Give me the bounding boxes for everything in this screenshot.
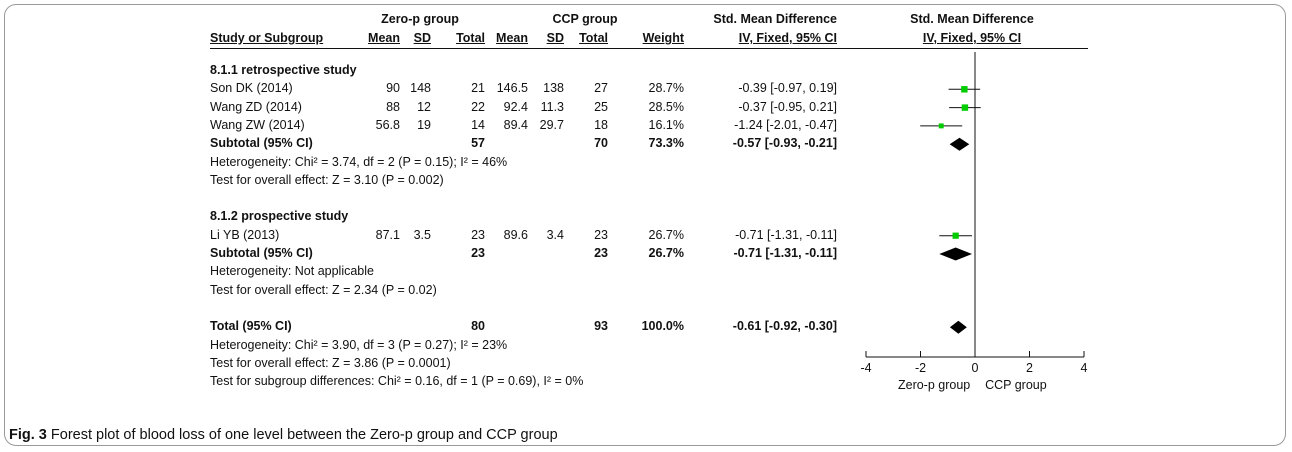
subtotal-diamond [949,137,970,151]
group-label: 8.1.2 prospective study [210,209,349,224]
cell-ci: -1.24 [-2.01, -0.47] [734,117,837,132]
caption-text: Forest plot of blood loss of one level b… [46,427,558,443]
cell-n2: 27 [594,81,608,96]
group1-header: Zero-p group [381,12,459,26]
caption-label: Fig. 3 [9,427,47,443]
cell-sd1: 3.5 [413,227,431,242]
subtotal-label: Subtotal (95% CI) [210,136,313,151]
study-square [938,123,944,129]
cell-n2: 18 [594,117,608,132]
effect-header: Std. Mean Difference [713,12,837,26]
cell-n1: 57 [471,136,485,151]
ci-header: IV, Fixed, 95% CI [738,31,837,45]
cell-ci: -0.61 [-0.92, -0.30] [732,319,837,334]
cell-ci: -0.39 [-0.97, 0.19] [738,81,837,96]
group-label: 8.1.1 retrospective study [210,63,357,77]
cell-weight: 28.5% [648,99,684,114]
cell-n1: 23 [471,227,485,242]
cell-weight: 73.3% [648,136,684,151]
cell-sd1: 148 [410,81,431,96]
note-label: Test for overall effect: Z = 3.86 (P = 0… [210,355,451,370]
cell-m2: 89.4 [503,117,528,132]
cell-n2: 70 [594,136,608,151]
mean2-header: Mean [496,31,528,45]
cell-m2: 92.4 [503,99,528,114]
total2-header: Total [579,31,608,45]
note-label: Heterogeneity: Chi² = 3.90, df = 3 (P = … [210,337,508,352]
cell-n1: 80 [471,319,485,334]
cell-weight: 26.7% [648,246,684,260]
study-square [961,86,968,93]
cell-m1: 56.8 [375,117,400,132]
note-label: Test for overall effect: Z = 2.34 (P = 0… [210,282,437,297]
cell-n1: 21 [471,81,485,96]
cell-weight: 28.7% [648,81,684,96]
cell-weight: 100.0% [641,319,684,334]
sd1-header: SD [413,31,431,45]
x-tick-label: -2 [915,361,926,375]
cell-n2: 23 [594,246,608,260]
figure-caption: Fig. 3 Forest plot of blood loss of one … [9,427,558,443]
sd2-header: SD [546,31,564,45]
mean1-header: Mean [368,31,400,45]
cell-n2: 23 [594,227,608,242]
figure-frame [4,4,1286,446]
note-label: Test for subgroup differences: Chi² = 0.… [210,374,584,389]
cell-ci: -0.37 [-0.95, 0.21] [738,99,837,114]
cell-n2: 93 [594,319,608,334]
x-tick-label: 2 [1026,361,1033,375]
note-label: Test for overall effect: Z = 3.10 (P = 0… [210,172,444,187]
cell-n1: 22 [471,99,485,114]
x-tick-label: -4 [860,361,871,375]
cell-ci: -0.71 [-1.31, -0.11] [735,227,837,242]
cell-sd2: 29.7 [539,117,564,132]
favours-left-label: Zero-p group [898,378,970,392]
cell-sd1: 19 [417,117,431,132]
cell-weight: 16.1% [648,117,684,132]
study-column-header: Study or Subgroup [210,31,324,45]
plot-header: Std. Mean Difference [910,12,1034,26]
cell-n1: 23 [471,246,485,260]
cell-ci: -0.57 [-0.93, -0.21] [732,136,837,151]
cell-sd2: 3.4 [546,227,564,242]
note-label: Heterogeneity: Chi² = 3.74, df = 2 (P = … [210,154,508,169]
cell-ci: -0.71 [-1.31, -0.11] [733,246,837,260]
study-label: Son DK (2014) [210,81,293,96]
cell-sd2: 138 [543,81,564,96]
group2-header: CCP group [552,12,618,26]
cell-sd2: 11.3 [540,99,564,114]
cell-weight: 26.7% [648,227,684,242]
cell-m2: 89.6 [503,227,528,242]
note-label: Heterogeneity: Not applicable [210,264,374,279]
subtotal-diamond [939,247,973,261]
header-rule [210,48,1088,49]
cell-m1: 87.1 [375,227,400,242]
cell-n2: 25 [594,99,608,114]
study-square [952,232,959,239]
plot-subheader: IV, Fixed, 95% CI [922,31,1022,45]
total-label: Total (95% CI) [210,319,292,334]
cell-n1: 14 [471,117,485,132]
cell-m1: 88 [386,99,400,114]
subtotal-label: Subtotal (95% CI) [210,246,313,260]
total1-header: Total [456,31,485,45]
study-label: Li YB (2013) [210,227,280,242]
study-label: Wang ZW (2014) [210,117,305,132]
total-diamond [949,320,967,334]
weight-header: Weight [642,31,684,45]
cell-m2: 146.5 [496,81,528,96]
x-tick-label: 4 [1081,361,1088,375]
study-label: Wang ZD (2014) [210,99,302,114]
favours-right-label: CCP group [985,378,1047,392]
cell-m1: 90 [386,81,400,96]
cell-sd1: 12 [417,99,431,114]
study-square [961,104,969,111]
x-tick-label: 0 [972,361,979,375]
